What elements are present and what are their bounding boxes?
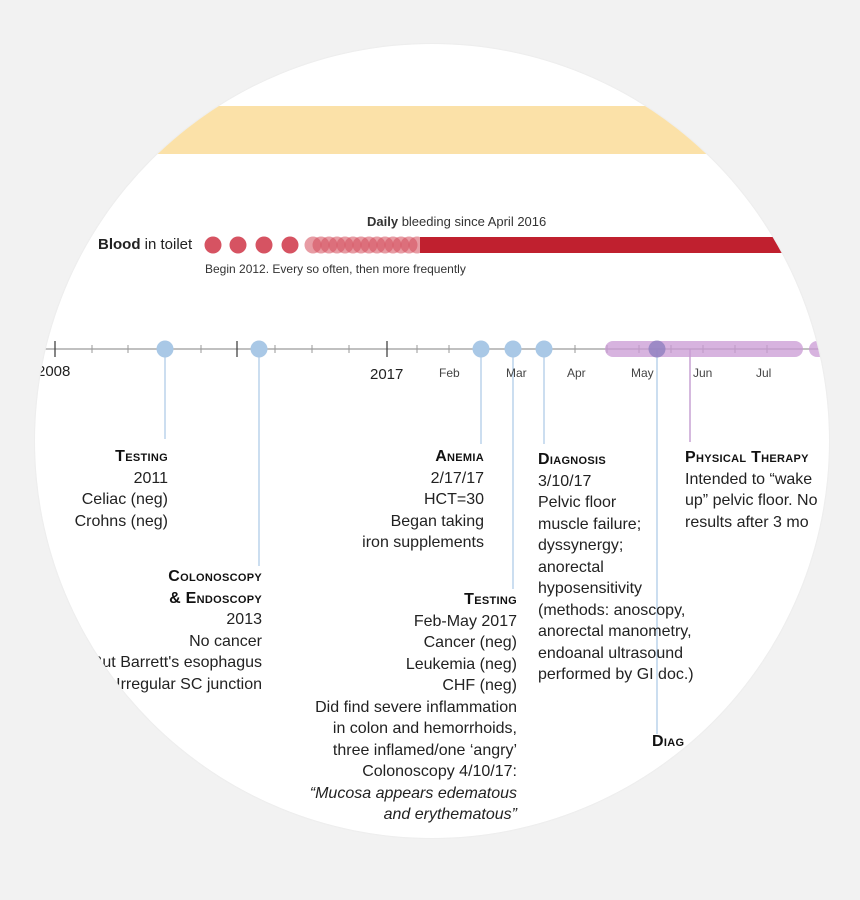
anemia-heading: Anemia [435, 448, 484, 465]
testing-2017-line: Feb-May 2017 [413, 612, 517, 630]
circular-frame: Daily bleeding since April 2016 Blood in… [35, 44, 829, 838]
testing-2017-quote: “Mucosa appears edematous [309, 784, 517, 802]
diagnosis-heading: Diagnosis [538, 451, 607, 468]
endoscopy-heading: & Endoscopy [169, 589, 262, 607]
diagnosis-line: anorectal [538, 558, 604, 576]
yellow-band [35, 106, 829, 154]
physical-therapy-line: up” pelvic floor. No [685, 492, 818, 509]
blood-dots [204, 236, 426, 254]
blood-dot [281, 236, 299, 254]
testing-2017-line: Cancer (neg) [423, 634, 517, 651]
diagnosis-line: 3/10/17 [538, 472, 592, 490]
testing-2017-line: CHF (neg) [442, 677, 517, 694]
diagnosis-line: muscle failure; [538, 515, 642, 533]
diagnosis-line: performed by GI doc.) [538, 666, 694, 683]
timeline-svg [35, 236, 829, 734]
physical-therapy-bar-continued [809, 341, 829, 357]
event-dot [472, 340, 490, 358]
axis-month-may: May [631, 366, 654, 380]
axis-month-feb: Feb [439, 366, 460, 380]
event-dot [648, 340, 666, 358]
daily-bleeding-label: Daily bleeding since April 2016 [367, 214, 546, 229]
event-dot [504, 340, 522, 358]
axis-month-jul: Jul [756, 366, 772, 380]
anemia-line: HCT=30 [423, 491, 484, 508]
diagnosis-line: (methods: anoscopy, [538, 601, 686, 619]
begin-note: Begin 2012. Every so often, then more fr… [205, 262, 466, 276]
axis-month-jun: Jun [693, 366, 713, 380]
diagnosis-line: anorectal manometry, [538, 623, 692, 640]
event-diagnosis-2: Diag [652, 731, 752, 753]
colonoscopy-heading: Colonoscopy [168, 568, 262, 585]
event-dot [535, 340, 553, 358]
colonoscopy-line: No cancer [189, 632, 262, 650]
event-testing-2017: Testing Feb-May 2017 Cancer (neg) Leukem… [265, 589, 517, 826]
anemia-line: 2/17/17 [430, 469, 484, 487]
blood-rest: in toilet [140, 236, 193, 253]
physical-therapy-line: Intended to “wake [685, 470, 813, 488]
testing-2017-line: Colonoscopy 4/10/17: [362, 763, 517, 780]
event-testing-2011: Testing 2011 Celiac (neg) Crohns (neg) [35, 446, 168, 532]
testing-2017-quote: and erythematous” [383, 806, 517, 823]
testing-2011-heading: Testing [115, 448, 168, 465]
event-dots [156, 340, 666, 358]
blood-daily-bar [420, 237, 829, 253]
event-colonoscopy-endoscopy: Colonoscopy & Endoscopy 2013 No cancer B… [35, 566, 262, 695]
testing-2011-line: Crohns (neg) [74, 512, 168, 530]
testing-2011-line: Celiac (neg) [81, 491, 168, 508]
event-anemia: Anemia 2/17/17 HCT=30 Began taking iron … [295, 446, 484, 554]
axis-month-mar: Mar [506, 366, 527, 380]
testing-2017-line: Leukemia (neg) [405, 655, 517, 673]
blood-bold: Blood [98, 236, 141, 253]
diagnosis-line: dyssynergy; [538, 537, 624, 554]
event-dot [156, 340, 174, 358]
blood-dot [229, 236, 247, 254]
leader-lines [164, 349, 691, 734]
testing-2017-heading: Testing [464, 591, 517, 608]
diagnosis-line: endoanal ultrasound [538, 644, 684, 662]
physical-therapy-line: results after 3 mo [685, 513, 809, 531]
testing-2017-line: three inflamed/one ‘angry’ [332, 741, 517, 759]
diagnosis-2-heading: Diag [652, 733, 685, 750]
event-dot [250, 340, 268, 358]
blood-label: Blood in toilet [98, 236, 192, 253]
event-physical-therapy: Physical Therapy Intended to “wake up” p… [685, 447, 829, 533]
blood-dot [255, 236, 273, 254]
physical-therapy-heading: Physical Therapy [685, 449, 809, 466]
physical-therapy-bar [605, 341, 803, 357]
testing-2011-line: 2011 [133, 469, 168, 487]
anemia-line: Began taking [390, 512, 484, 530]
axis-year-2008: 2008 [37, 363, 71, 380]
axis-year-2017: 2017 [370, 366, 404, 383]
colonoscopy-line: Irregular SC junction [116, 675, 262, 693]
daily-rest: bleeding since April 2016 [398, 214, 547, 229]
blood-dot [204, 236, 222, 254]
testing-2017-line: in colon and hemorrhoids, [332, 720, 517, 737]
diagnosis-line: Pelvic floor [538, 494, 617, 511]
colonoscopy-line: But Barrett's esophagus [91, 654, 262, 671]
diagnosis-line: hyposensitivity [538, 580, 643, 597]
event-diagnosis: Diagnosis 3/10/17 Pelvic floor muscle fa… [538, 449, 738, 686]
colonoscopy-line: 2013 [226, 611, 262, 628]
daily-bold: Daily [367, 214, 399, 229]
testing-2017-line: Did find severe inflammation [315, 698, 517, 716]
axis-month-apr: Apr [567, 366, 586, 380]
anemia-line: iron supplements [362, 534, 484, 551]
